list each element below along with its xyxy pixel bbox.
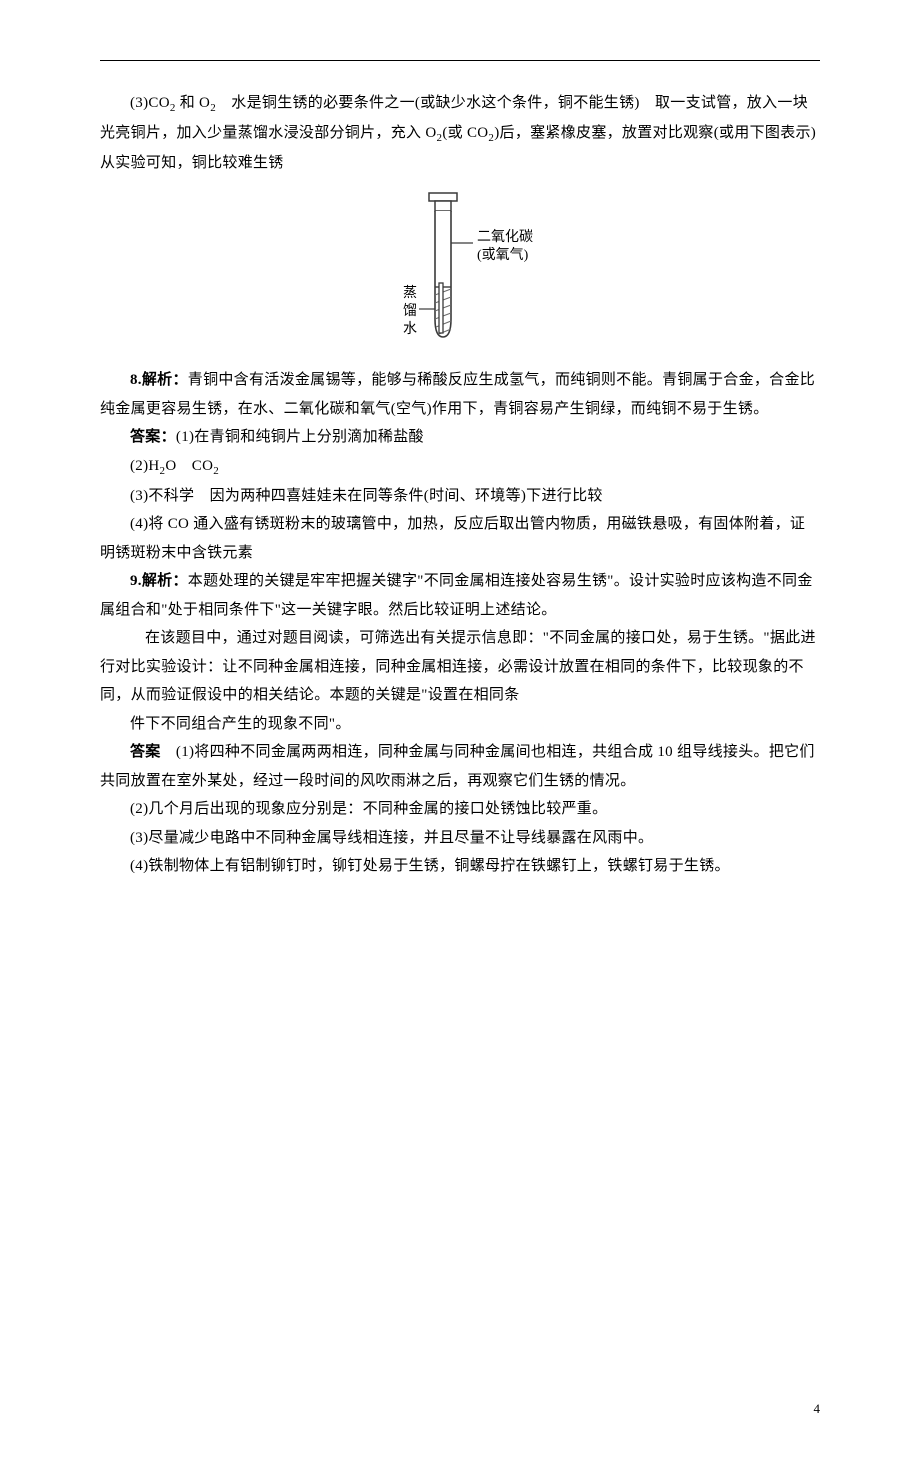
item9-analysis-1: 9.解析：本题处理的关键是牢牢把握关键字"不同金属相连接处容易生锈"。设计实验时…: [100, 567, 820, 624]
diagram-label-left1: 蒸: [403, 285, 417, 301]
item8-answer-4: (4)将 CO 通入盛有锈斑粉末的玻璃管中，加热，反应后取出管内物质，用磁铁悬吸…: [100, 510, 820, 567]
item9-a1: (1)将四种不同金属两两相连，同种金属与同种金属间也相连，共组合成 10 组导线…: [100, 744, 815, 789]
page: (3)CO2 和 O2 水是铜生锈的必要条件之一(或缺少水这个条件，铜不能生锈)…: [0, 0, 920, 1457]
item9-analysis-3: 件下不同组合产生的现象不同"。: [100, 710, 820, 739]
b1-t1: (3)CO: [130, 95, 170, 111]
item9-lead: 9.解析：: [130, 573, 188, 589]
item8-answer-3: (3)不科学 因为两种四喜娃娃未在同等条件(时间、环境等)下进行比较: [100, 482, 820, 511]
item9-p1: 本题处理的关键是牢牢把握关键字"不同金属相连接处容易生锈"。设计实验时应该构造不…: [100, 573, 813, 618]
diagram-label-left3: 水: [403, 321, 417, 337]
top-rule: [100, 60, 820, 61]
item8-answer-lead: 答案：: [130, 429, 176, 445]
diagram-container: 二氧化碳 (或氧气) 蒸 馏 水: [100, 187, 820, 352]
item8-a2-mid: O CO: [165, 458, 213, 474]
b1-t4: (或 CO: [442, 125, 488, 141]
item9-analysis-2: 在该题目中，通过对题目阅读，可筛选出有关提示信息即："不同金属的接口处，易于生锈…: [100, 624, 820, 710]
sub-2f: 2: [213, 465, 219, 477]
diagram-label-left2: 馏: [403, 303, 417, 319]
diagram-label-right2: (或氧气): [477, 247, 529, 263]
item8-answer-1: 答案：(1)在青铜和纯铜片上分别滴加稀盐酸: [100, 423, 820, 452]
b1-t2: 和 O: [176, 95, 211, 111]
item8-a1: (1)在青铜和纯铜片上分别滴加稀盐酸: [176, 429, 424, 445]
item8-a2-pre: (2)H: [130, 458, 160, 474]
item8-analysis: 8.解析：青铜中含有活泼金属锡等，能够与稀酸反应生成氢气，而纯铜则不能。青铜属于…: [100, 366, 820, 423]
diagram-label-right1: 二氧化碳: [477, 229, 533, 245]
item9-answer-3: (3)尽量减少电路中不同种金属导线相连接，并且尽量不让导线暴露在风雨中。: [100, 824, 820, 853]
test-tube-diagram: 二氧化碳 (或氧气) 蒸 馏 水: [373, 187, 548, 347]
page-number: 4: [100, 1401, 824, 1417]
item8-answer-2: (2)H2O CO2: [100, 452, 820, 482]
item9-answer-lead: 答案: [130, 744, 161, 760]
item9-answer-1: 答案 (1)将四种不同金属两两相连，同种金属与同种金属间也相连，共组合成 10 …: [100, 738, 820, 795]
block1-text: (3)CO2 和 O2 水是铜生锈的必要条件之一(或缺少水这个条件，铜不能生锈)…: [100, 89, 820, 177]
item8-lead: 8.解析：: [130, 372, 188, 388]
item9-answer-2: (2)几个月后出现的现象应分别是：不同种金属的接口处锈蚀比较严重。: [100, 795, 820, 824]
item8-text: 青铜中含有活泼金属锡等，能够与稀酸反应生成氢气，而纯铜则不能。青铜属于合金，合金…: [100, 372, 815, 417]
item9-answer-4: (4)铁制物体上有铝制铆钉时，铆钉处易于生锈，铜螺母拧在铁螺钉上，铁螺钉易于生锈…: [100, 852, 820, 881]
